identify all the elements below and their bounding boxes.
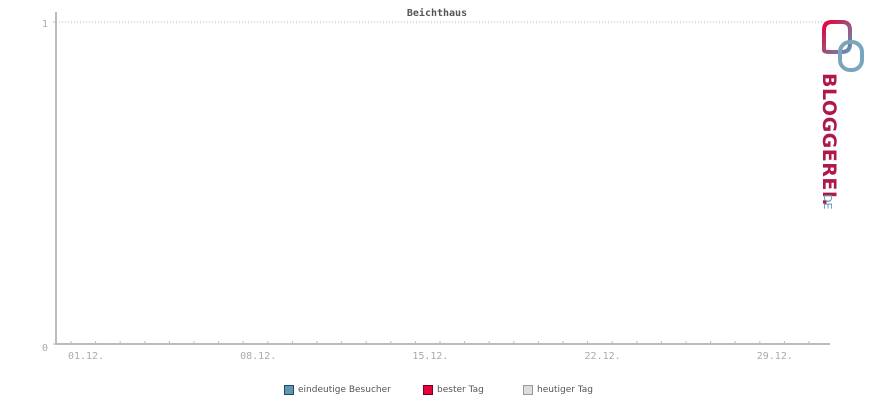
- x-tick-label: 22.12.: [585, 351, 621, 362]
- logo-text-de: DE: [821, 194, 834, 209]
- chart-title: Beichthaus: [407, 7, 467, 19]
- x-tick-label: 08.12.: [240, 351, 276, 362]
- logo-bubble-icon: [838, 40, 864, 72]
- legend-item-today: heutiger Tag: [523, 385, 593, 395]
- y-tick-label: 0: [42, 343, 48, 354]
- legend: eindeutige Besucher bester Tag heutiger …: [0, 385, 870, 399]
- legend-swatch: [284, 385, 294, 395]
- legend-label: heutiger Tag: [537, 385, 594, 395]
- logo-text: BLOGGEREI.: [818, 73, 840, 206]
- legend-label: eindeutige Besucher: [298, 385, 391, 395]
- legend-swatch: [523, 385, 533, 395]
- logo-bubble-icon: [822, 20, 852, 54]
- legend-swatch: [423, 385, 433, 395]
- x-tick-label: 29.12.: [757, 351, 793, 362]
- x-tick-label: 15.12.: [412, 351, 448, 362]
- legend-item-best-day: bester Tag: [423, 385, 484, 395]
- y-tick-label: 1: [42, 19, 48, 30]
- legend-label: bester Tag: [437, 385, 484, 395]
- x-tick-label: 01.12.: [68, 351, 104, 362]
- legend-item-visitors: eindeutige Besucher: [284, 385, 391, 395]
